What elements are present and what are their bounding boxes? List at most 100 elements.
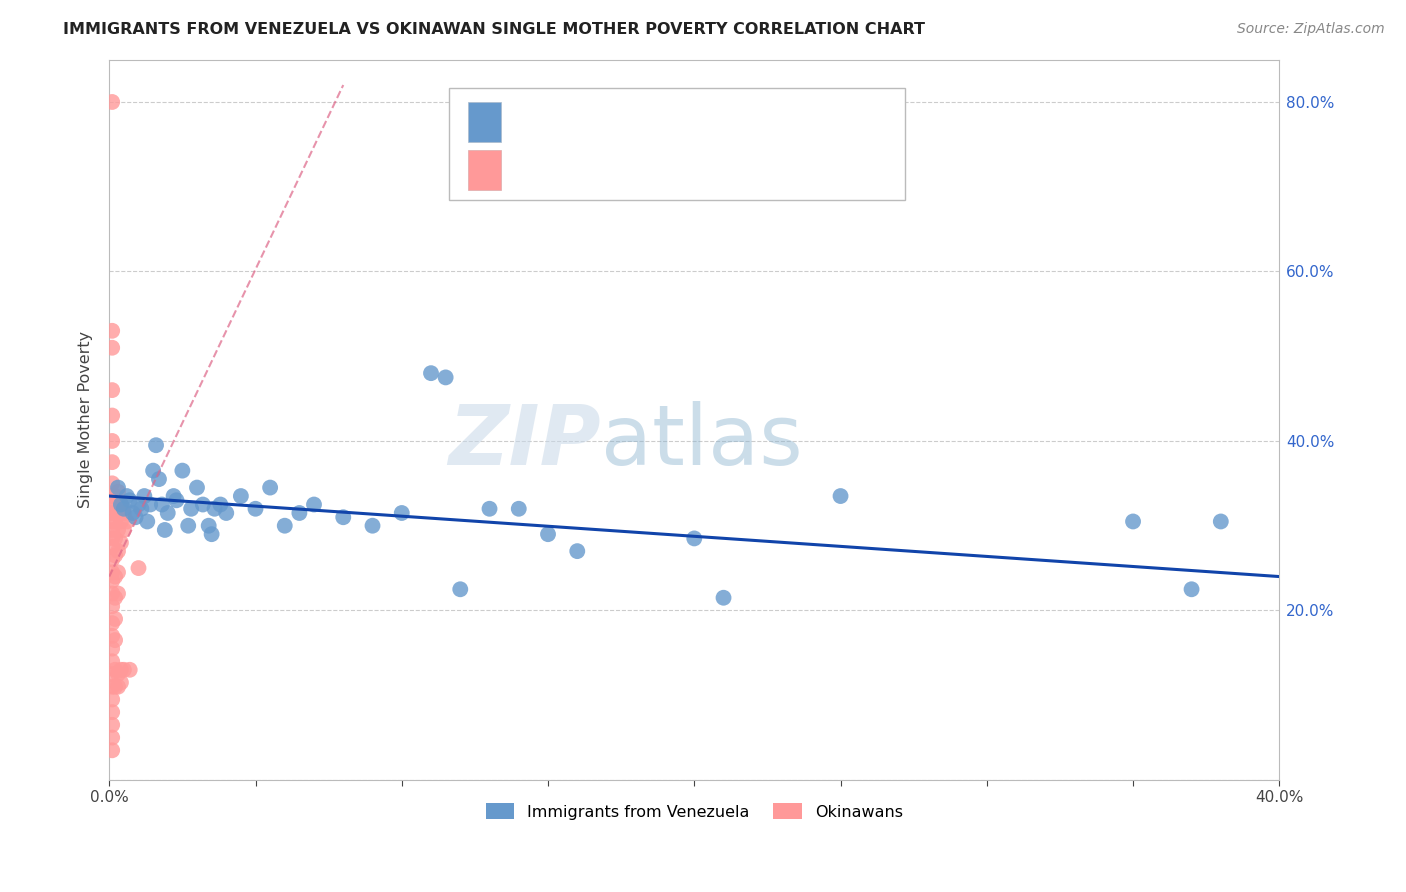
Text: -0.145: -0.145 xyxy=(589,113,648,131)
Point xyxy=(180,501,202,516)
Point xyxy=(177,518,200,533)
Text: 61: 61 xyxy=(776,161,799,178)
Point xyxy=(118,663,141,677)
Point xyxy=(713,591,735,605)
Point xyxy=(1122,515,1144,529)
Point xyxy=(107,523,129,537)
Point xyxy=(101,629,124,643)
Point xyxy=(134,489,156,503)
Point xyxy=(153,523,176,537)
Point xyxy=(101,498,124,512)
Point xyxy=(104,515,127,529)
Text: R =: R = xyxy=(515,113,551,131)
Point xyxy=(107,544,129,558)
FancyBboxPatch shape xyxy=(449,88,905,200)
Point xyxy=(156,506,179,520)
Text: N =: N = xyxy=(706,113,742,131)
Point xyxy=(110,515,132,529)
Point xyxy=(101,532,124,546)
Point xyxy=(101,434,124,448)
Y-axis label: Single Mother Poverty: Single Mother Poverty xyxy=(79,331,93,508)
Point xyxy=(107,586,129,600)
Point xyxy=(101,705,124,719)
Point xyxy=(112,501,135,516)
Point xyxy=(107,506,129,520)
Point xyxy=(110,663,132,677)
Point xyxy=(101,641,124,656)
Point xyxy=(107,566,129,580)
Point xyxy=(101,692,124,706)
Point xyxy=(245,501,267,516)
Point xyxy=(104,680,127,694)
Point xyxy=(567,544,589,558)
Point xyxy=(361,518,384,533)
Point xyxy=(104,663,127,677)
Point xyxy=(104,633,127,648)
Point xyxy=(288,506,311,520)
Point xyxy=(112,506,135,520)
Text: ZIP: ZIP xyxy=(449,401,600,482)
Point xyxy=(101,667,124,681)
Point xyxy=(101,654,124,668)
Point xyxy=(145,438,167,452)
Point xyxy=(201,527,224,541)
FancyBboxPatch shape xyxy=(468,103,501,142)
Point xyxy=(204,501,226,516)
Point xyxy=(107,481,129,495)
Point xyxy=(107,680,129,694)
Text: 0.112: 0.112 xyxy=(589,161,641,178)
Point xyxy=(332,510,354,524)
Point xyxy=(101,574,124,588)
Text: Source: ZipAtlas.com: Source: ZipAtlas.com xyxy=(1237,22,1385,37)
Text: atlas: atlas xyxy=(600,401,803,482)
Point xyxy=(420,366,443,380)
Point xyxy=(112,523,135,537)
Point xyxy=(118,493,141,508)
Point xyxy=(112,663,135,677)
Point xyxy=(104,532,127,546)
Point xyxy=(139,498,162,512)
Point xyxy=(101,95,124,109)
Point xyxy=(124,510,146,524)
Point xyxy=(101,731,124,745)
Point xyxy=(101,489,124,503)
Point xyxy=(191,498,214,512)
Point xyxy=(274,518,297,533)
Point xyxy=(259,481,281,495)
Point xyxy=(537,527,560,541)
Text: 53: 53 xyxy=(776,113,799,131)
Point xyxy=(101,586,124,600)
Point xyxy=(1209,515,1232,529)
Point xyxy=(101,566,124,580)
Text: R =: R = xyxy=(515,161,551,178)
Point xyxy=(186,481,208,495)
Point xyxy=(197,518,219,533)
Point xyxy=(508,501,530,516)
Point xyxy=(101,324,124,338)
Point xyxy=(148,472,170,486)
Point xyxy=(162,489,184,503)
Point xyxy=(104,612,127,626)
Point xyxy=(101,515,124,529)
Point xyxy=(128,498,150,512)
Point xyxy=(110,675,132,690)
Point xyxy=(107,484,129,499)
Point xyxy=(101,341,124,355)
Point xyxy=(166,493,188,508)
Point xyxy=(215,506,238,520)
Point xyxy=(101,540,124,554)
Point xyxy=(101,383,124,397)
Legend: Immigrants from Venezuela, Okinawans: Immigrants from Venezuela, Okinawans xyxy=(479,797,910,826)
Text: IMMIGRANTS FROM VENEZUELA VS OKINAWAN SINGLE MOTHER POVERTY CORRELATION CHART: IMMIGRANTS FROM VENEZUELA VS OKINAWAN SI… xyxy=(63,22,925,37)
Point xyxy=(101,409,124,423)
Point xyxy=(101,680,124,694)
Point xyxy=(101,616,124,631)
Point xyxy=(121,506,143,520)
Point xyxy=(101,552,124,566)
Point xyxy=(101,743,124,757)
Point xyxy=(104,489,127,503)
Point xyxy=(101,718,124,732)
Point xyxy=(101,506,124,520)
Point xyxy=(449,582,471,597)
Point xyxy=(150,498,173,512)
